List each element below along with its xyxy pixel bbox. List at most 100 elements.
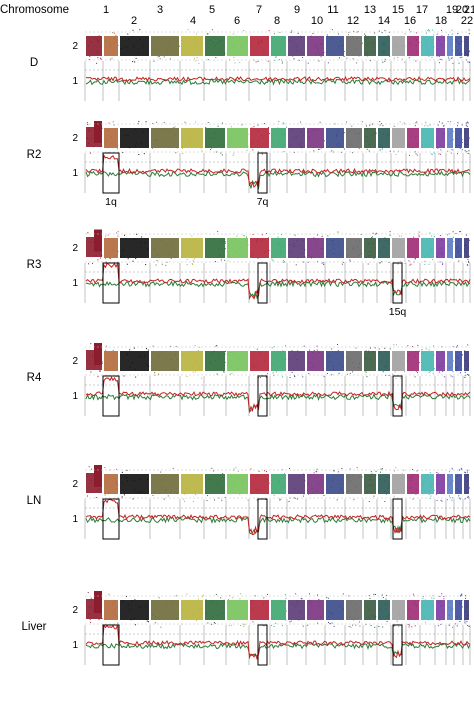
scatter-dot: [191, 263, 193, 265]
scatter-dot: [126, 469, 128, 471]
scatter-dot: [340, 41, 342, 43]
scatter-dot: [246, 149, 248, 151]
scatter-dot: [301, 131, 303, 133]
chromosome-block-18: [421, 238, 434, 258]
scatter-dot: [302, 495, 304, 497]
scatter-dot: [368, 500, 370, 502]
scatter-dot: [448, 353, 450, 355]
scatter-dot: [357, 246, 359, 248]
scatter-dot: [442, 136, 444, 138]
scatter-dot: [258, 470, 260, 472]
scatter-dot: [387, 487, 389, 489]
scatter-dot: [222, 477, 224, 479]
scatter-dot: [298, 600, 300, 602]
scatter-dot: [338, 372, 340, 374]
scatter-dot: [393, 47, 395, 49]
scatter-dot: [310, 610, 312, 612]
scatter-dot: [186, 475, 188, 477]
scatter-dot: [332, 480, 334, 482]
scatter-dot: [330, 612, 332, 614]
scatter-dot: [331, 613, 333, 615]
gain-1q-block: [94, 343, 102, 365]
scatter-dot: [296, 358, 298, 360]
scatter-dot: [99, 370, 101, 372]
scatter-dot: [407, 623, 409, 625]
scatter-dot: [101, 362, 103, 364]
scatter-dot: [418, 231, 420, 233]
scatter-dot: [138, 479, 140, 481]
scatter-dot: [460, 231, 462, 233]
scatter-dot: [207, 622, 209, 624]
scatter-dot: [131, 600, 133, 602]
scatter-dot: [300, 142, 302, 144]
scatter-dot: [87, 129, 89, 131]
scatter-dot: [422, 597, 424, 599]
scatter-dot: [448, 250, 450, 252]
scatter-dot: [317, 594, 319, 596]
scatter-dot: [199, 128, 201, 130]
scatter-dot: [392, 252, 394, 254]
scatter-dot: [381, 594, 383, 596]
scatter-dot: [341, 45, 343, 47]
chromosome-block-8: [250, 600, 269, 620]
scatter-dot: [397, 492, 399, 494]
chromosome-block-18: [421, 128, 434, 148]
scatter-dot: [415, 489, 417, 491]
scatter-dot: [181, 145, 183, 147]
scatter-dot: [426, 351, 428, 353]
scatter-dot: [282, 44, 284, 46]
scatter-dot: [408, 624, 410, 626]
highlight-box-7q: [257, 262, 268, 304]
scatter-dot: [184, 500, 186, 502]
scatter-dot: [137, 52, 139, 54]
scatter-dot: [409, 617, 411, 619]
scatter-dot: [450, 482, 452, 484]
scatter-dot: [215, 151, 217, 153]
scatter-dot: [387, 135, 389, 137]
scatter-dot: [461, 468, 463, 470]
scatter-dot: [449, 471, 451, 473]
scatter-dot: [108, 239, 110, 241]
scatter-dot: [393, 495, 395, 497]
scatter-dot: [330, 249, 332, 251]
scatter-dot: [393, 489, 395, 491]
scatter-dot: [207, 122, 209, 124]
scatter-dot: [426, 475, 428, 477]
scatter-dot: [121, 496, 123, 498]
scatter-dot: [186, 264, 188, 266]
scatter-dot: [465, 603, 467, 605]
scatter-dot: [441, 254, 443, 256]
scatter-dot: [468, 29, 470, 31]
scatter-dot: [383, 50, 385, 52]
scatter-dot: [394, 604, 396, 606]
scatter-dot: [407, 360, 409, 362]
scatter-dot: [449, 133, 451, 135]
scatter-dot: [366, 376, 368, 378]
chromosome-block-9: [271, 36, 286, 56]
chromosome-block-16: [392, 238, 405, 258]
scatter-dot: [291, 602, 293, 604]
scatter-dot: [186, 46, 188, 48]
chromosome-axis-title: Chromosome: [0, 4, 69, 16]
scatter-dot: [223, 599, 225, 601]
scatter-dot: [456, 50, 458, 52]
scatter-dot: [464, 371, 466, 373]
scatter-dot: [154, 248, 156, 250]
scatter-dot: [316, 468, 318, 470]
scatter-dot: [373, 495, 375, 497]
highlight-box-1q: [102, 624, 120, 666]
scatter-dot: [436, 500, 438, 502]
scatter-dot: [111, 602, 113, 604]
scatter-dot: [208, 137, 210, 139]
scatter-dot: [468, 497, 470, 499]
scatter-dot: [409, 154, 411, 156]
scatter-dot: [466, 614, 468, 616]
scatter-dot: [385, 374, 387, 376]
scatter-dot: [300, 146, 302, 148]
scatter-dot: [450, 367, 452, 369]
scatter-dot: [441, 365, 443, 367]
scatter-dot: [260, 40, 262, 42]
scatter-dot: [241, 132, 243, 134]
scatter-dot: [452, 49, 454, 51]
scatter-dot: [133, 618, 135, 620]
